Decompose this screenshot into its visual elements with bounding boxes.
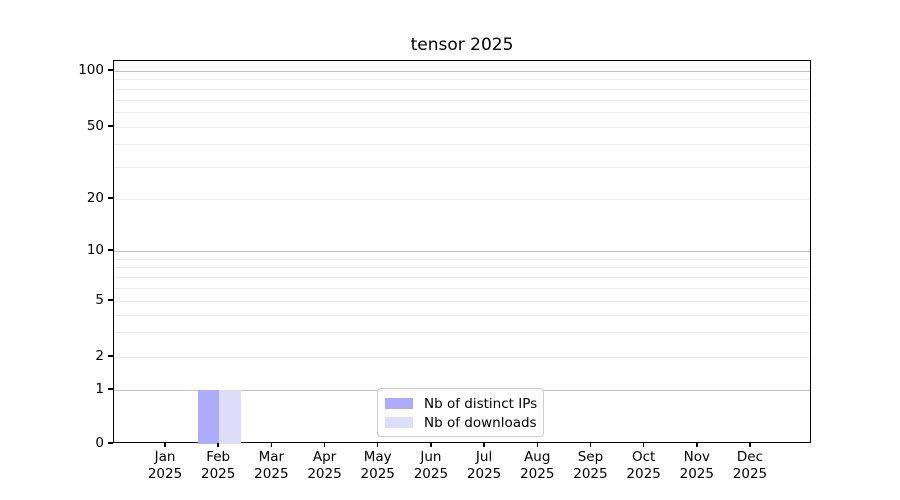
y-tick-mark — [108, 69, 113, 71]
x-tick-mark — [483, 443, 485, 447]
legend-swatch-distinct-ips — [385, 398, 413, 409]
legend: Nb of distinct IPs Nb of downloads — [377, 388, 544, 437]
x-tick-month: May — [363, 449, 392, 465]
x-tick-label: Nov 2025 — [665, 449, 729, 483]
y-tick-label: 100 — [78, 61, 104, 78]
y-tick-mark — [108, 299, 113, 301]
x-tick-mark — [376, 443, 379, 447]
x-tick-mark — [696, 443, 698, 447]
x-tick-year: 2025 — [679, 466, 714, 482]
minor-gridline — [114, 300, 810, 302]
x-tick-year: 2025 — [573, 466, 608, 482]
x-tick-mark — [270, 443, 273, 447]
plot-area — [113, 60, 811, 444]
x-tick-label: Oct 2025 — [612, 449, 676, 483]
minor-gridline — [114, 198, 810, 200]
x-tick-year: 2025 — [626, 466, 661, 482]
y-tick-label: 1 — [95, 380, 104, 397]
y-tick-label: 50 — [86, 117, 104, 134]
x-tick-label: Aug 2025 — [505, 449, 569, 483]
major-gridline — [114, 250, 810, 252]
legend-row: Nb of downloads — [385, 413, 537, 432]
x-tick-label: May 2025 — [346, 449, 410, 483]
x-tick-year: 2025 — [254, 466, 289, 482]
legend-label-distinct-ips: Nb of distinct IPs — [424, 395, 538, 412]
x-tick-label: Jan 2025 — [133, 449, 197, 483]
x-tick-mark — [589, 443, 592, 447]
y-tick-mark — [108, 388, 113, 390]
x-tick-month: Feb — [206, 449, 231, 465]
y-tick-label: 20 — [86, 189, 104, 206]
x-tick-year: 2025 — [413, 466, 449, 482]
x-tick-mark — [323, 443, 326, 447]
x-tick-year: 2025 — [307, 466, 342, 482]
bar-nb-of-downloads-feb — [219, 389, 241, 444]
y-tick-mark — [108, 355, 113, 357]
legend-label-downloads: Nb of downloads — [424, 414, 537, 431]
y-tick-label: 5 — [95, 291, 104, 308]
x-tick-year: 2025 — [732, 466, 768, 482]
x-tick-month: Mar — [258, 449, 285, 465]
minor-gridline — [114, 79, 810, 81]
minor-gridline — [114, 167, 810, 169]
minor-gridline — [114, 99, 810, 101]
y-tick-mark — [108, 125, 113, 127]
x-tick-month: Nov — [683, 449, 710, 465]
x-tick-month: Apr — [312, 449, 337, 465]
bar-nb-of-distinct-ips-feb — [197, 389, 220, 444]
minor-gridline — [114, 258, 810, 260]
y-tick-mark — [108, 442, 113, 444]
chart-title: tensor 2025 — [410, 35, 514, 55]
x-tick-year: 2025 — [360, 466, 395, 482]
x-tick-year: 2025 — [520, 466, 555, 482]
x-tick-label: Mar 2025 — [239, 449, 303, 483]
x-tick-month: Dec — [736, 449, 764, 465]
minor-gridline — [114, 287, 810, 289]
x-tick-label: Feb 2025 — [186, 449, 250, 483]
y-tick-label: 0 — [95, 435, 104, 451]
minor-gridline — [114, 144, 810, 146]
x-tick-month: Jul — [475, 449, 493, 465]
x-tick-month: Jan — [154, 449, 176, 465]
y-tick-label: 2 — [95, 348, 104, 365]
x-tick-month: Oct — [631, 449, 656, 465]
x-tick-mark — [430, 443, 432, 447]
x-tick-year: 2025 — [466, 466, 502, 482]
x-tick-year: 2025 — [147, 466, 183, 482]
x-tick-label: Apr 2025 — [293, 449, 357, 483]
x-tick-mark — [536, 443, 538, 447]
x-tick-label: Dec 2025 — [718, 449, 782, 483]
minor-gridline — [114, 88, 810, 90]
minor-gridline — [114, 112, 810, 114]
minor-gridline — [114, 314, 810, 316]
minor-gridline — [114, 332, 810, 334]
legend-row: Nb of distinct IPs — [385, 394, 538, 413]
x-tick-label: Jun 2025 — [399, 449, 463, 483]
x-tick-year: 2025 — [200, 466, 236, 482]
x-tick-label: Sep 2025 — [558, 449, 622, 483]
x-tick-mark — [217, 443, 219, 447]
x-tick-mark — [164, 443, 166, 447]
y-tick-label: 10 — [86, 241, 104, 258]
x-tick-mark — [749, 443, 751, 447]
minor-gridline — [114, 357, 810, 359]
x-tick-month: Jun — [420, 449, 442, 465]
y-tick-mark — [108, 249, 113, 251]
minor-gridline — [114, 126, 810, 128]
minor-gridline — [114, 276, 810, 278]
major-gridline — [114, 70, 810, 72]
minor-gridline — [114, 267, 810, 269]
y-tick-mark — [108, 197, 113, 199]
x-tick-mark — [642, 443, 645, 447]
legend-swatch-downloads — [385, 417, 413, 428]
x-tick-label: Jul 2025 — [452, 449, 516, 483]
x-tick-month: Aug — [524, 449, 551, 465]
x-tick-month: Sep — [577, 449, 604, 465]
